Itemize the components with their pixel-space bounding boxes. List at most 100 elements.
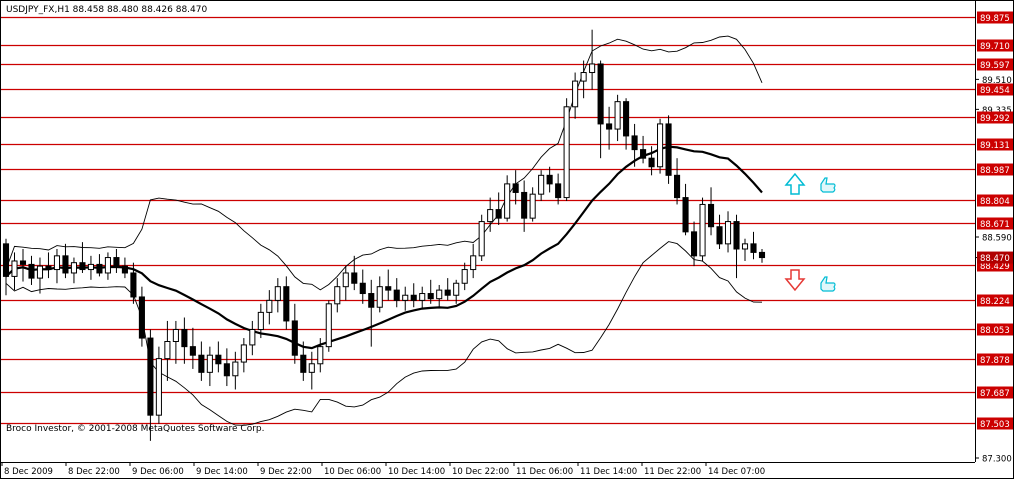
candle	[130, 262, 137, 304]
candle	[11, 252, 18, 291]
current-price-label: 88.470	[980, 254, 1010, 264]
candle	[733, 214, 740, 279]
price-tick-label: 89.335	[982, 106, 1012, 116]
candle	[572, 72, 579, 119]
candle	[240, 338, 247, 373]
level-label: 89.875	[980, 14, 1010, 24]
level-label-bg	[977, 353, 1013, 366]
candle	[538, 170, 545, 202]
level-label: 89.292	[980, 114, 1010, 124]
candle	[308, 351, 315, 390]
upper-band-line	[5, 35, 763, 291]
moving-average	[5, 145, 763, 350]
candle	[623, 98, 630, 150]
candle	[461, 262, 468, 291]
thumbs-up-icon[interactable]	[820, 177, 836, 193]
levels-layer	[1, 16, 975, 425]
candle	[741, 238, 749, 261]
candle	[750, 231, 757, 260]
time-tick-label: 10 Dec 06:00	[324, 467, 381, 477]
candle	[266, 290, 273, 325]
candle	[504, 175, 511, 222]
time-tick-label: 14 Dec 07:00	[708, 467, 765, 477]
copyright-text: Broco Investor, © 2001-2008 MetaQuotes S…	[6, 424, 265, 434]
candle	[87, 255, 94, 280]
level-label: 87.503	[980, 420, 1010, 430]
level-label-bg	[977, 138, 1013, 151]
candle	[682, 183, 689, 236]
level-label: 88.429	[980, 262, 1010, 272]
candle	[325, 300, 332, 352]
candle	[79, 242, 86, 273]
candle	[580, 60, 587, 99]
time-tick-label: 8 Dec 22:00	[68, 467, 120, 477]
candle	[699, 197, 706, 261]
candle	[716, 214, 723, 249]
candle	[529, 187, 536, 222]
level-label-bg	[977, 217, 1013, 230]
candle	[402, 286, 409, 311]
candle	[657, 118, 664, 174]
candle	[96, 254, 103, 277]
candle	[181, 317, 188, 364]
candle	[563, 98, 570, 202]
price-tick-label: 87.300	[982, 455, 1012, 465]
candle	[291, 303, 298, 364]
candle	[249, 320, 256, 356]
ma-line	[5, 145, 763, 350]
up-arrow-icon[interactable]	[784, 172, 806, 195]
time-tick-label: 9 Dec 14:00	[196, 467, 248, 477]
level-label-bg	[977, 39, 1013, 52]
price-tick-label: 89.510	[982, 76, 1012, 86]
candle	[283, 276, 290, 330]
level-label: 89.131	[980, 141, 1010, 151]
level-label: 88.987	[980, 166, 1010, 176]
level-label: 88.224	[980, 297, 1010, 307]
candle	[368, 279, 375, 347]
candle	[376, 276, 383, 313]
price-tick-label: 88.590	[982, 233, 1012, 243]
thumbs-up-icon-lower[interactable]	[820, 276, 836, 292]
time-axis: 8 Dec 2009 8 Dec 22:00 9 Dec 06:00 9 Dec 14…	[1, 462, 765, 477]
level-label-bg	[977, 83, 1013, 96]
candle	[665, 115, 672, 184]
level-label: 89.597	[980, 61, 1010, 71]
chart-title: USDJPY_FX,H1 88.458 88.480 88.426 88.470	[6, 5, 207, 15]
level-labels: 89.875 89.710 89.597 89.454 89.292 89.131 88.9…	[977, 11, 1013, 430]
level-label-bg	[977, 111, 1013, 124]
candle	[758, 248, 766, 263]
candle	[597, 60, 604, 159]
candle	[521, 180, 528, 232]
candle	[606, 106, 613, 150]
candle	[70, 257, 78, 284]
time-tick-label: 11 Dec 22:00	[644, 467, 701, 477]
time-tick-label: 9 Dec 22:00	[260, 467, 312, 477]
level-label: 87.878	[980, 356, 1010, 366]
candle	[614, 94, 621, 142]
level-label: 89.454	[980, 86, 1010, 96]
level-label-bg	[977, 294, 1013, 307]
candle	[546, 166, 553, 193]
candle	[512, 170, 519, 205]
level-label: 87.687	[980, 389, 1010, 399]
candle	[487, 197, 494, 232]
candle	[121, 257, 128, 279]
candle	[478, 214, 485, 261]
candle	[631, 123, 638, 167]
candle	[555, 173, 562, 205]
down-arrow-icon[interactable]	[784, 269, 806, 292]
candle	[62, 243, 69, 279]
candle	[164, 320, 171, 381]
time-tick-label: 10 Dec 22:00	[452, 467, 509, 477]
candle	[317, 338, 324, 373]
candle	[436, 284, 443, 308]
candle	[36, 257, 44, 294]
candle	[385, 269, 392, 301]
level-label-bg	[977, 11, 1013, 24]
candle	[674, 158, 681, 205]
candle	[351, 255, 358, 291]
candle	[138, 286, 145, 347]
